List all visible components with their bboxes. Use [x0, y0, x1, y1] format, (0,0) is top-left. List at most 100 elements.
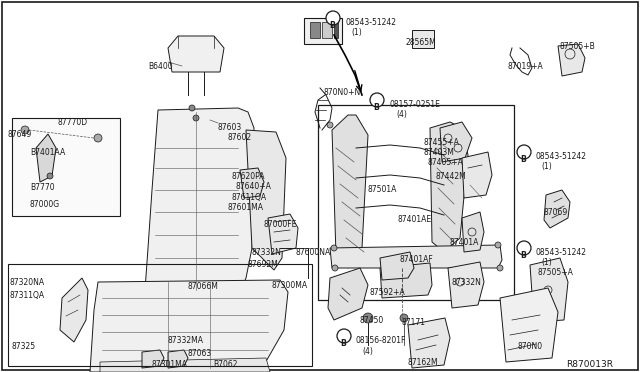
Text: B6400: B6400 [148, 62, 173, 71]
Bar [8, 264, 312, 366]
Text: 87063: 87063 [188, 349, 212, 358]
Text: (1): (1) [541, 258, 552, 267]
Text: 87000G: 87000G [30, 200, 60, 209]
Circle shape [193, 115, 199, 121]
Polygon shape [100, 358, 270, 372]
Circle shape [400, 314, 408, 322]
Text: B: B [330, 20, 335, 29]
Text: R870013R: R870013R [566, 360, 613, 369]
Text: 870N0: 870N0 [518, 342, 543, 351]
Text: 87066M: 87066M [188, 282, 219, 291]
Circle shape [495, 242, 501, 248]
Circle shape [327, 122, 333, 128]
Polygon shape [145, 108, 254, 292]
Polygon shape [558, 44, 585, 76]
Text: (1): (1) [351, 28, 362, 37]
Text: (4): (4) [396, 110, 407, 119]
Text: 28565M: 28565M [406, 38, 436, 47]
Text: B7770: B7770 [30, 183, 54, 192]
Bar [318, 105, 514, 300]
Text: 87403M: 87403M [424, 148, 455, 157]
Text: 87401AF: 87401AF [400, 255, 434, 264]
Text: 87770D: 87770D [57, 118, 87, 127]
Text: 08543-51242: 08543-51242 [536, 152, 587, 161]
Text: 87311QA: 87311QA [10, 291, 45, 300]
Text: 87602: 87602 [228, 133, 252, 142]
Polygon shape [90, 280, 288, 372]
Bar [334, 22, 338, 38]
Text: 87505+A: 87505+A [538, 268, 574, 277]
Text: 87405+A: 87405+A [428, 158, 464, 167]
Text: 87332N: 87332N [452, 278, 482, 287]
Text: B: B [520, 250, 526, 260]
Polygon shape [430, 122, 468, 252]
Text: (4): (4) [362, 347, 373, 356]
Text: 08156-8201F: 08156-8201F [356, 336, 406, 345]
Circle shape [326, 11, 340, 25]
Text: 87332MA: 87332MA [168, 336, 204, 345]
Bar [304, 18, 342, 44]
Text: 87611QA: 87611QA [232, 193, 267, 202]
Text: 87620PA: 87620PA [232, 172, 266, 181]
Text: 87455+A: 87455+A [424, 138, 460, 147]
Text: 87442M: 87442M [436, 172, 467, 181]
Polygon shape [168, 36, 224, 72]
Text: 87692M: 87692M [248, 260, 279, 269]
Text: 87401A: 87401A [450, 238, 479, 247]
Text: 87300MA: 87300MA [272, 281, 308, 290]
Polygon shape [240, 168, 264, 198]
Bar [412, 30, 434, 48]
Text: 87332N: 87332N [252, 248, 282, 257]
Text: 87320NA: 87320NA [10, 278, 45, 287]
Polygon shape [332, 115, 368, 268]
Text: 87325: 87325 [12, 342, 36, 351]
Polygon shape [408, 318, 450, 368]
Circle shape [517, 145, 531, 159]
Text: (1): (1) [541, 162, 552, 171]
Text: 87649: 87649 [8, 130, 32, 139]
Text: 87601MA: 87601MA [228, 203, 264, 212]
Text: 87640+A: 87640+A [236, 182, 272, 191]
Bar [322, 22, 332, 38]
Text: B7401AA: B7401AA [30, 148, 65, 157]
Polygon shape [380, 252, 414, 280]
Polygon shape [60, 278, 88, 342]
Text: 87501A: 87501A [368, 185, 397, 194]
Text: 87603: 87603 [218, 123, 243, 132]
Circle shape [21, 126, 29, 134]
Text: 08543-51242: 08543-51242 [536, 248, 587, 257]
Text: B: B [340, 339, 346, 347]
Text: 87600NA: 87600NA [296, 248, 332, 257]
Polygon shape [500, 288, 558, 362]
Bar [310, 22, 320, 38]
Text: 87592+A: 87592+A [370, 288, 406, 297]
Circle shape [47, 173, 53, 179]
Text: B7062: B7062 [213, 360, 237, 369]
Text: 870N0+N: 870N0+N [324, 88, 361, 97]
Bar [12, 118, 120, 216]
Text: 87505+B: 87505+B [560, 42, 596, 51]
Text: 87162M: 87162M [408, 358, 438, 367]
Polygon shape [330, 245, 502, 268]
Polygon shape [380, 263, 432, 298]
Circle shape [370, 93, 384, 107]
Polygon shape [246, 130, 286, 270]
Polygon shape [530, 258, 568, 322]
Polygon shape [328, 268, 368, 320]
Circle shape [331, 245, 337, 251]
Text: 87000FE: 87000FE [263, 220, 296, 229]
Circle shape [497, 265, 503, 271]
Circle shape [332, 265, 338, 271]
Polygon shape [142, 350, 164, 368]
Circle shape [363, 313, 373, 323]
Polygon shape [462, 152, 492, 198]
Circle shape [337, 329, 351, 343]
Polygon shape [268, 214, 298, 254]
Circle shape [189, 105, 195, 111]
Polygon shape [440, 122, 472, 162]
Polygon shape [462, 212, 484, 252]
Text: 87401AE: 87401AE [398, 215, 432, 224]
Text: 87450: 87450 [360, 316, 384, 325]
Polygon shape [36, 134, 56, 182]
Text: 87019+A: 87019+A [508, 62, 544, 71]
